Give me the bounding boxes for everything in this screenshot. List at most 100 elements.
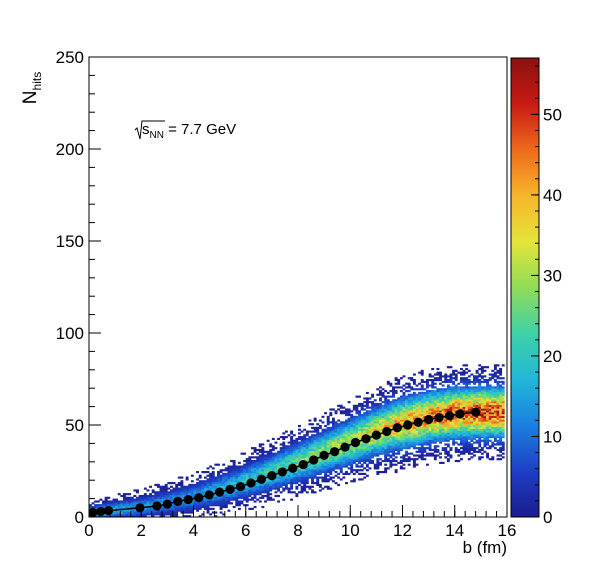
heatmap-cell [279,459,283,463]
heatmap-cell [342,426,346,429]
heatmap-cell [253,448,257,452]
heatmap-cell [410,393,414,396]
heatmap-cell [467,390,471,393]
heatmap-cell [248,469,252,472]
heatmap-cell [295,447,299,450]
heatmap-cell [156,494,160,498]
heatmap-cell [392,459,395,463]
heatmap-cell [130,513,134,516]
heatmap-cell [418,434,422,437]
heatmap-cell [446,384,450,387]
heatmap-cell [271,448,275,452]
heatmap-cell [423,397,427,400]
heatmap-cell [316,430,320,433]
heatmap-cell [478,397,482,400]
heatmap-cell [188,507,192,510]
heatmap-cell [365,404,369,407]
heatmap-cell [290,458,294,461]
heatmap-cell [475,391,479,395]
heatmap-cell [227,482,231,485]
heatmap-cell [493,439,497,442]
heatmap-cell [305,471,309,474]
heatmap-cell [261,463,265,466]
heatmap-cell [407,395,411,398]
heatmap-cell [446,395,450,398]
heatmap-cell [467,448,471,452]
heatmap-cell [418,391,422,395]
heatmap-cell [431,423,435,426]
heatmap-cell [203,502,207,505]
heatmap-cell [318,489,322,492]
heatmap-cell [491,417,495,420]
heatmap-cell [473,402,476,406]
heatmap-cell [478,408,482,411]
heatmap-cell [308,423,312,426]
heatmap-cell [475,371,479,374]
heatmap-cell [431,441,435,444]
heatmap-cell [407,382,411,385]
heatmap-cell [365,425,369,428]
heatmap-cell [269,469,273,472]
heatmap-cell [496,369,500,372]
heatmap-cell [420,412,424,415]
heatmap-cell [342,465,346,468]
heatmap-cell [384,395,388,398]
heatmap-cell [407,456,411,459]
heatmap-cell [426,391,429,395]
heatmap-cell [201,505,205,509]
heatmap-cell [428,437,432,441]
heatmap-cell [227,509,231,512]
heatmap-cell [483,388,487,391]
heatmap-cell [410,421,414,424]
heatmap-cell [462,436,466,439]
heatmap-cell [256,471,260,474]
heatmap-cell [501,421,505,424]
heatmap-cell [331,476,335,479]
heatmap-cell [496,415,500,418]
heatmap-cell [308,448,312,452]
heatmap-cell [428,423,432,426]
heatmap-cell [444,391,448,395]
heatmap-cell [426,406,429,409]
heatmap-cell [457,401,461,404]
heatmap-cell [444,426,448,429]
heatmap-cell [331,445,335,448]
heatmap-cell [488,419,492,422]
heatmap-cell [368,419,372,422]
heatmap-cell [491,428,495,431]
heatmap-cell [337,472,341,475]
heatmap-cell [405,454,409,457]
heatmap-cell [261,472,265,475]
heatmap-cell [250,493,254,496]
heatmap-cell [454,428,458,431]
heatmap-cell [462,445,466,448]
heatmap-cell [358,445,361,448]
heatmap-cell [261,456,265,459]
heatmap-cell [250,476,254,479]
heatmap-cell [206,504,210,507]
heatmap-cell [149,496,152,499]
heatmap-cell [376,450,380,453]
heatmap-cell [311,472,314,475]
heatmap-cell [459,406,463,409]
heatmap-cell [423,421,427,424]
heatmap-cell [261,447,265,450]
heatmap-cell [475,375,479,378]
heatmap-cell [201,483,205,487]
heatmap-cell [290,485,294,488]
heatmap-cell [446,399,450,402]
heatmap-cell [313,436,317,439]
heatmap-cell [128,504,132,507]
heatmap-cell [329,461,333,464]
heatmap-cell [480,426,484,429]
heatmap-cell [488,395,492,398]
heatmap-cell [420,388,424,391]
heatmap-cell [449,434,453,437]
heatmap-cell [402,415,406,418]
heatmap-cell [130,496,134,499]
heatmap-cell [378,426,382,429]
heatmap-cell [350,465,354,468]
heatmap-cell [303,458,307,461]
heatmap-cell [159,509,163,512]
heatmap-cell [180,505,184,509]
